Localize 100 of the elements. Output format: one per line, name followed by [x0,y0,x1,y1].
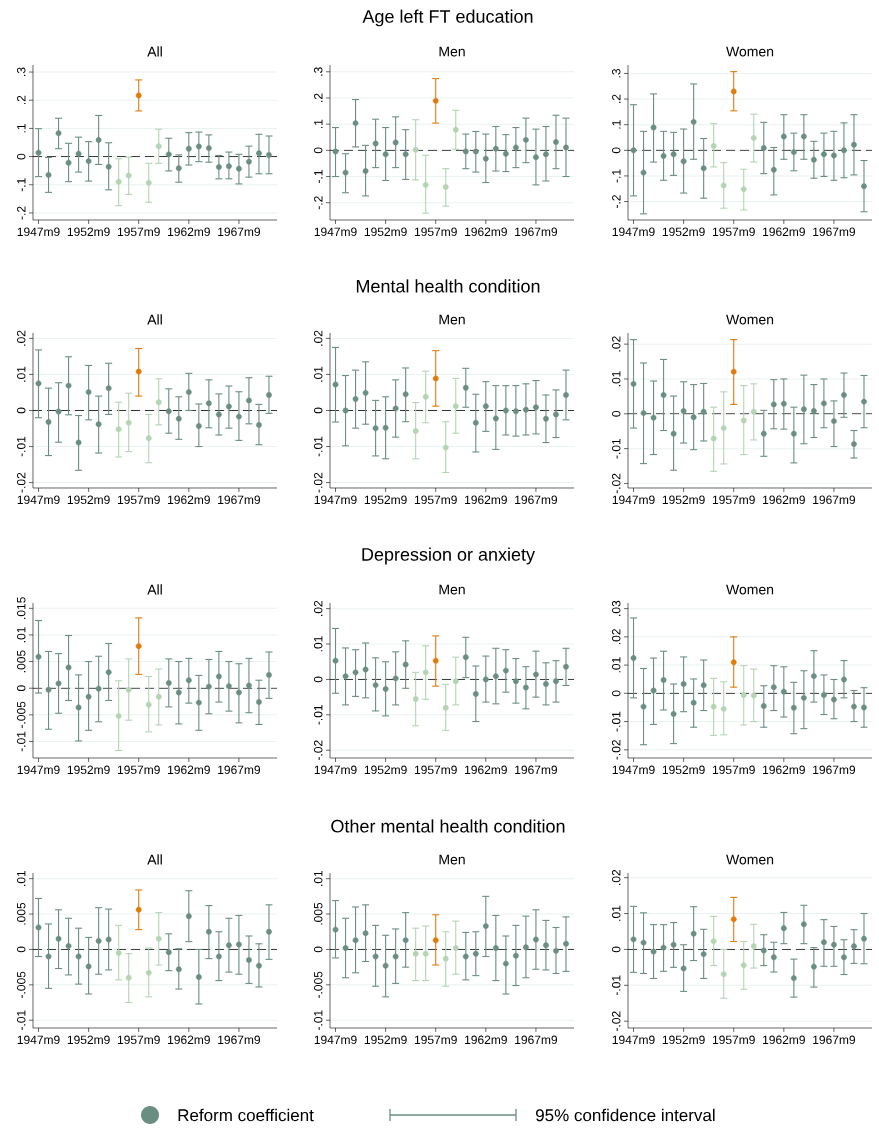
point [85,158,92,164]
y-tick-label: .01 [313,636,323,652]
point [125,419,132,426]
y-tick-label: 0 [611,147,621,154]
point [402,937,409,944]
point [145,701,152,708]
point [125,172,132,179]
point [85,389,92,396]
point [553,678,559,685]
point [65,382,72,389]
point [780,400,787,407]
chart-title: Men [439,314,465,325]
x-tick-label: 1967m9 [218,227,261,237]
point [115,950,122,956]
chart-title: Women [726,584,774,595]
point [236,165,242,172]
point [432,657,439,664]
point [523,684,529,691]
x-tick-label: 1957m9 [712,765,755,775]
chart-title: Women [726,854,774,865]
point [851,141,857,148]
x-tick-label: 1947m9 [612,765,655,775]
point [700,682,707,689]
point [205,928,212,935]
point [452,945,459,951]
point [543,681,549,687]
x-tick-label: 1952m9 [67,1035,110,1045]
point [115,713,122,719]
point [472,419,479,426]
point [810,408,817,414]
point [710,435,717,442]
point [810,673,817,680]
point [770,401,777,408]
point [851,703,857,710]
y-tick-label: .01 [611,905,621,921]
point [502,150,509,157]
point [720,971,727,978]
point [175,415,182,422]
point [226,683,232,689]
point [246,957,252,963]
point [342,673,349,680]
point [630,655,637,661]
y-tick-label: -.01 [313,1010,323,1031]
point [640,410,647,416]
point [372,682,379,688]
point [372,425,379,432]
point [523,944,529,951]
x-tick-label: 1962m9 [465,495,507,505]
point [175,966,182,973]
point [452,126,459,133]
y-tick-label: 0 [611,946,621,953]
point [563,663,569,670]
x-tick-label: 1957m9 [414,1035,457,1045]
y-tick-label: .005 [313,902,323,925]
point [45,419,52,425]
point [563,144,569,151]
x-tick-label: 1947m9 [17,1035,60,1045]
point [630,380,637,387]
point [533,936,539,943]
chart-title: All [147,314,162,325]
point [710,703,717,710]
y-tick-label: .01 [16,627,26,643]
point [533,404,539,411]
point [266,672,272,678]
x-tick-label: 1962m9 [763,495,805,505]
x-tick-label: 1957m9 [117,765,160,775]
point [246,682,252,689]
point [215,411,222,418]
point [95,938,102,944]
point [165,949,172,956]
chart-title: Women [726,314,774,325]
point [630,147,637,154]
point [512,678,519,685]
x-tick-label: 1962m9 [168,765,210,775]
point [392,953,399,960]
point [185,389,192,396]
y-tick-label: .3 [611,68,621,78]
point [650,687,657,694]
point [650,124,657,131]
chart-title: Men [439,46,465,57]
y-tick-label: .2 [612,94,621,103]
x-tick-label: 1947m9 [612,1035,655,1045]
point [35,149,42,156]
x-tick-label: 1947m9 [17,495,60,505]
x-tick-label: 1967m9 [515,227,558,237]
point [195,143,202,150]
point [512,952,519,959]
x-tick-label: 1957m9 [414,495,457,505]
point [750,408,757,415]
point [432,97,439,104]
x-tick-label: 1947m9 [314,495,357,505]
point [851,441,857,447]
point [533,671,539,678]
point [533,154,539,161]
point [680,408,687,414]
point [412,950,419,957]
y-tick-label: .1 [17,123,26,133]
x-tick-label: 1962m9 [168,495,210,505]
point [690,699,697,706]
point [700,951,707,957]
